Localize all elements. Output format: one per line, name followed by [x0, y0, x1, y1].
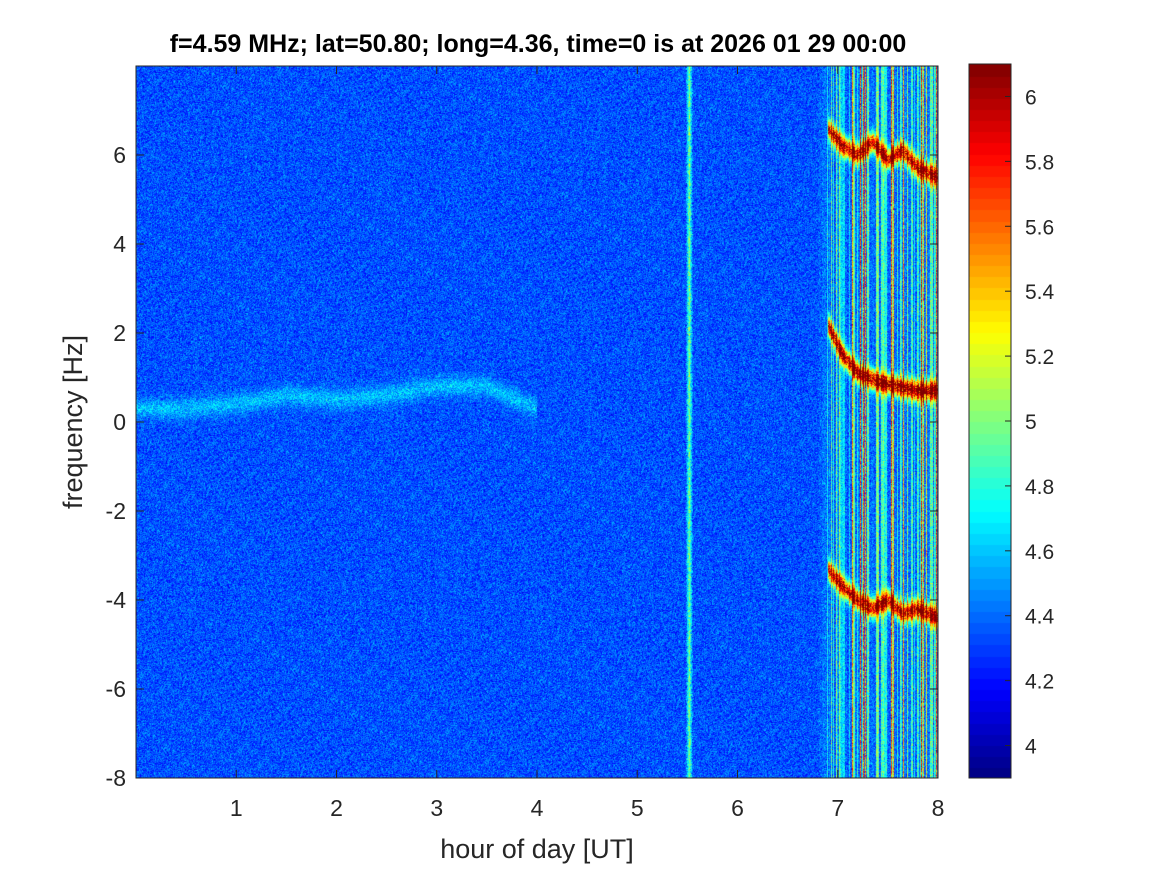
x-tick-label: 6	[731, 795, 744, 821]
heatmap-area	[136, 66, 938, 778]
colorbar-tick-label: 5.6	[1025, 216, 1054, 239]
y-tick-label: 0	[113, 409, 126, 435]
y-axis-ticks: -8 -6 -4 -2 0 2 4 6	[106, 142, 938, 791]
y-tick-label: 6	[113, 142, 126, 168]
colorbar-ticks: 4 4.2 4.4 4.6 4.8 5 5.2 5.4 5.6 5.8 6	[1005, 86, 1055, 759]
y-tick-label: 4	[113, 231, 126, 257]
colorbar-tick-label: 4.8	[1025, 476, 1054, 499]
x-tick-label: 5	[631, 795, 644, 821]
y-tick-label: -6	[106, 676, 126, 702]
x-tick-label: 1	[230, 795, 243, 821]
colorbar	[969, 64, 1011, 778]
x-tick-label: 8	[932, 795, 945, 821]
x-tick-label: 4	[531, 795, 544, 821]
colorbar-canvas	[969, 64, 1011, 778]
y-axis-label: frequency [Hz]	[58, 335, 88, 509]
heatmap-canvas	[136, 66, 938, 778]
y-tick-label: 2	[113, 320, 126, 346]
colorbar-tick-label: 5	[1025, 411, 1037, 434]
colorbar-tick-label: 5.2	[1025, 346, 1054, 369]
colorbar-tick-label: 4	[1025, 736, 1037, 759]
colorbar-tick-label: 4.6	[1025, 541, 1054, 564]
y-tick-label: -4	[106, 587, 127, 613]
colorbar-tick-label: 5.4	[1025, 281, 1055, 304]
colorbar-tick-label: 4.2	[1025, 671, 1054, 694]
colorbar-tick-label: 4.4	[1025, 606, 1055, 629]
colorbar-tick-label: 6	[1025, 86, 1037, 109]
x-tick-label: 2	[330, 795, 343, 821]
x-axis-label: hour of day [UT]	[440, 834, 634, 864]
y-tick-label: -8	[106, 765, 126, 791]
chart-title: f=4.59 MHz; lat=50.80; long=4.36, time=0…	[170, 30, 907, 58]
x-tick-label: 3	[430, 795, 443, 821]
y-tick-label: -2	[106, 498, 126, 524]
colorbar-tick-label: 5.8	[1025, 151, 1054, 174]
x-axis-ticks: 1 2 3 4 5 6 7 8	[230, 66, 945, 821]
x-tick-label: 7	[831, 795, 844, 821]
